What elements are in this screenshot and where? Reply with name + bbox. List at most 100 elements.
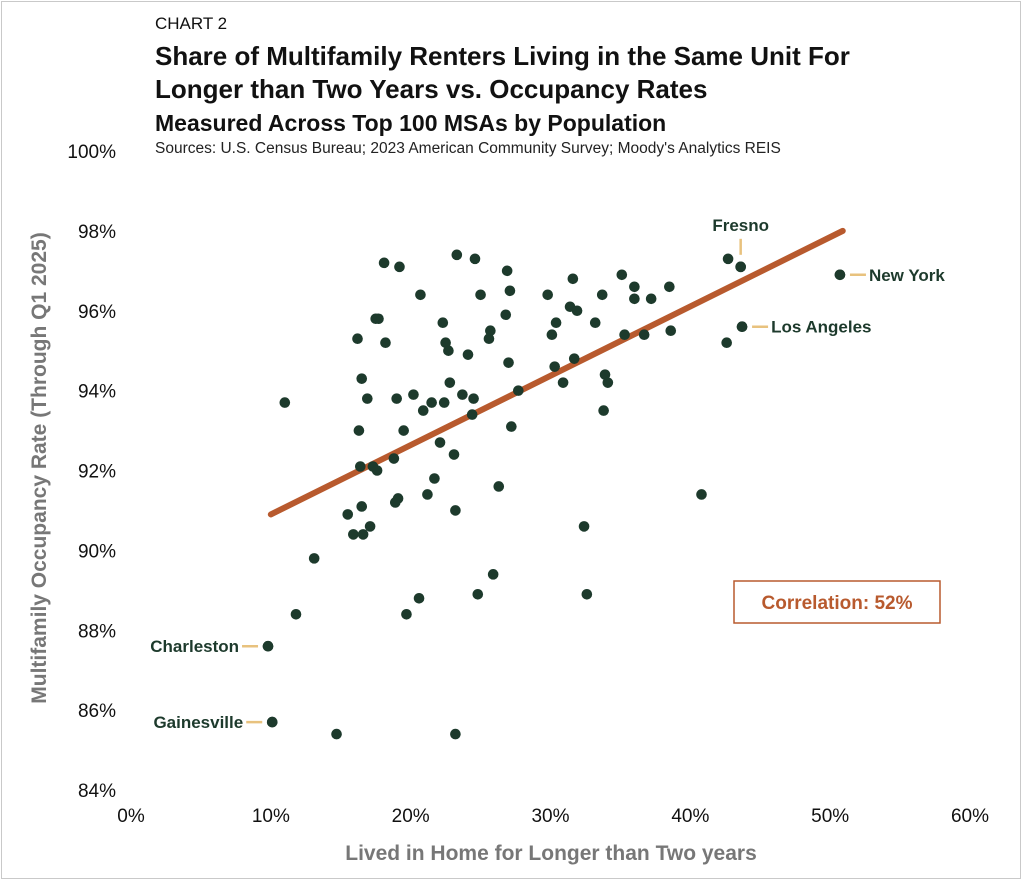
data-point: [371, 465, 383, 476]
data-point: [401, 608, 412, 620]
data-point-labeled: [735, 261, 746, 273]
y-tick-label: 92%: [78, 462, 116, 483]
correlation-box-border: [733, 580, 941, 624]
data-point: [413, 593, 425, 604]
data-point: [364, 521, 376, 532]
data-point: [581, 589, 593, 600]
data-point: [542, 289, 554, 301]
data-point-labeled: [834, 269, 846, 281]
data-point: [391, 393, 402, 404]
data-point: [571, 305, 583, 317]
data-point: [638, 329, 650, 341]
data-point: [380, 337, 391, 349]
data-point: [450, 728, 461, 740]
callout-label: Fresno: [712, 216, 769, 235]
data-point: [448, 449, 460, 460]
trendline: [267, 227, 846, 518]
data-point: [451, 249, 463, 261]
y-tick-label: 96%: [78, 302, 116, 323]
data-point: [392, 493, 404, 504]
data-point: [422, 489, 433, 500]
correlation-box: Correlation: 52%: [733, 580, 941, 624]
data-point: [444, 377, 456, 388]
data-point: [578, 521, 590, 532]
data-point: [356, 373, 368, 384]
data-point: [602, 377, 614, 388]
callout-leaders: [242, 238, 866, 724]
data-point: [417, 405, 429, 416]
data-points: [262, 249, 846, 740]
data-point: [457, 389, 468, 400]
data-point: [362, 393, 373, 404]
callout-label: Gainesville: [153, 713, 243, 732]
data-point-labeled: [262, 640, 274, 652]
data-point: [500, 309, 512, 321]
data-point: [450, 505, 461, 516]
trendline-group: [267, 227, 846, 518]
correlation-label: Correlation: 52%: [762, 593, 913, 614]
callout-labels: Fresno New York Los Angeles Charleston Gaine…: [150, 216, 945, 732]
data-point: [487, 569, 499, 580]
chart-title: Share of Multifamily Renters Living in t…: [155, 40, 850, 106]
data-point: [550, 317, 562, 329]
data-point: [483, 333, 495, 345]
data-point: [373, 313, 384, 325]
data-point: [443, 345, 454, 356]
data-point: [408, 389, 419, 400]
data-point: [469, 253, 481, 265]
x-tick-label: 60%: [951, 806, 989, 827]
data-point: [696, 489, 707, 500]
data-point: [629, 293, 640, 305]
data-point: [596, 289, 608, 301]
data-point-labeled: [266, 716, 278, 728]
data-point: [599, 369, 611, 380]
data-point: [378, 257, 390, 269]
y-axis-title: Multifamily Occupancy Rate (Through Q1 2…: [28, 232, 51, 703]
data-point: [388, 453, 400, 464]
y-tick-label: 84%: [78, 781, 116, 802]
data-point: [468, 393, 479, 404]
data-point: [394, 261, 405, 273]
data-point: [426, 397, 437, 408]
data-point: [589, 317, 601, 329]
y-tick-label: 100%: [67, 142, 116, 163]
data-point: [462, 349, 474, 360]
x-axis-title: Lived in Home for Longer than Two years: [345, 842, 757, 865]
data-point: [549, 361, 560, 372]
y-tick-label: 86%: [78, 701, 116, 722]
x-tick-label: 40%: [671, 806, 709, 827]
data-point: [501, 265, 513, 277]
data-point: [342, 509, 354, 520]
chart-title-line-1: Share of Multifamily Renters Living in t…: [155, 41, 850, 71]
data-point: [616, 269, 628, 281]
data-point: [355, 461, 366, 472]
x-tick-label: 20%: [392, 806, 430, 827]
data-point: [546, 329, 558, 341]
axes: 84% 86% 88% 90% 92% 94% 96% 98% 100% 0% 10% 20% 30% 4…: [28, 142, 989, 865]
data-point: [429, 473, 440, 484]
callout-label: Los Angeles: [771, 318, 871, 337]
x-tick-label: 50%: [811, 806, 849, 827]
data-point: [645, 293, 657, 305]
data-point: [472, 589, 484, 600]
data-point: [357, 529, 369, 540]
data-point: [475, 289, 486, 301]
data-point: [434, 437, 446, 448]
x-tick-label: 30%: [531, 806, 569, 827]
data-point: [440, 337, 451, 349]
data-point: [598, 405, 609, 416]
data-point: [290, 608, 302, 620]
y-tick-label: 88%: [78, 621, 116, 642]
data-point: [503, 357, 514, 368]
data-point: [438, 397, 450, 408]
chart-subtitle: Measured Across Top 100 MSAs by Populati…: [155, 110, 667, 136]
data-point: [557, 377, 569, 388]
data-point: [721, 337, 732, 349]
chart-sources: Sources: U.S. Census Bureau; 2023 Americ…: [155, 140, 781, 157]
data-point: [665, 325, 677, 337]
data-point: [493, 481, 505, 492]
data-point: [415, 289, 426, 301]
callout-label: New York: [869, 266, 945, 285]
data-point: [331, 728, 342, 740]
